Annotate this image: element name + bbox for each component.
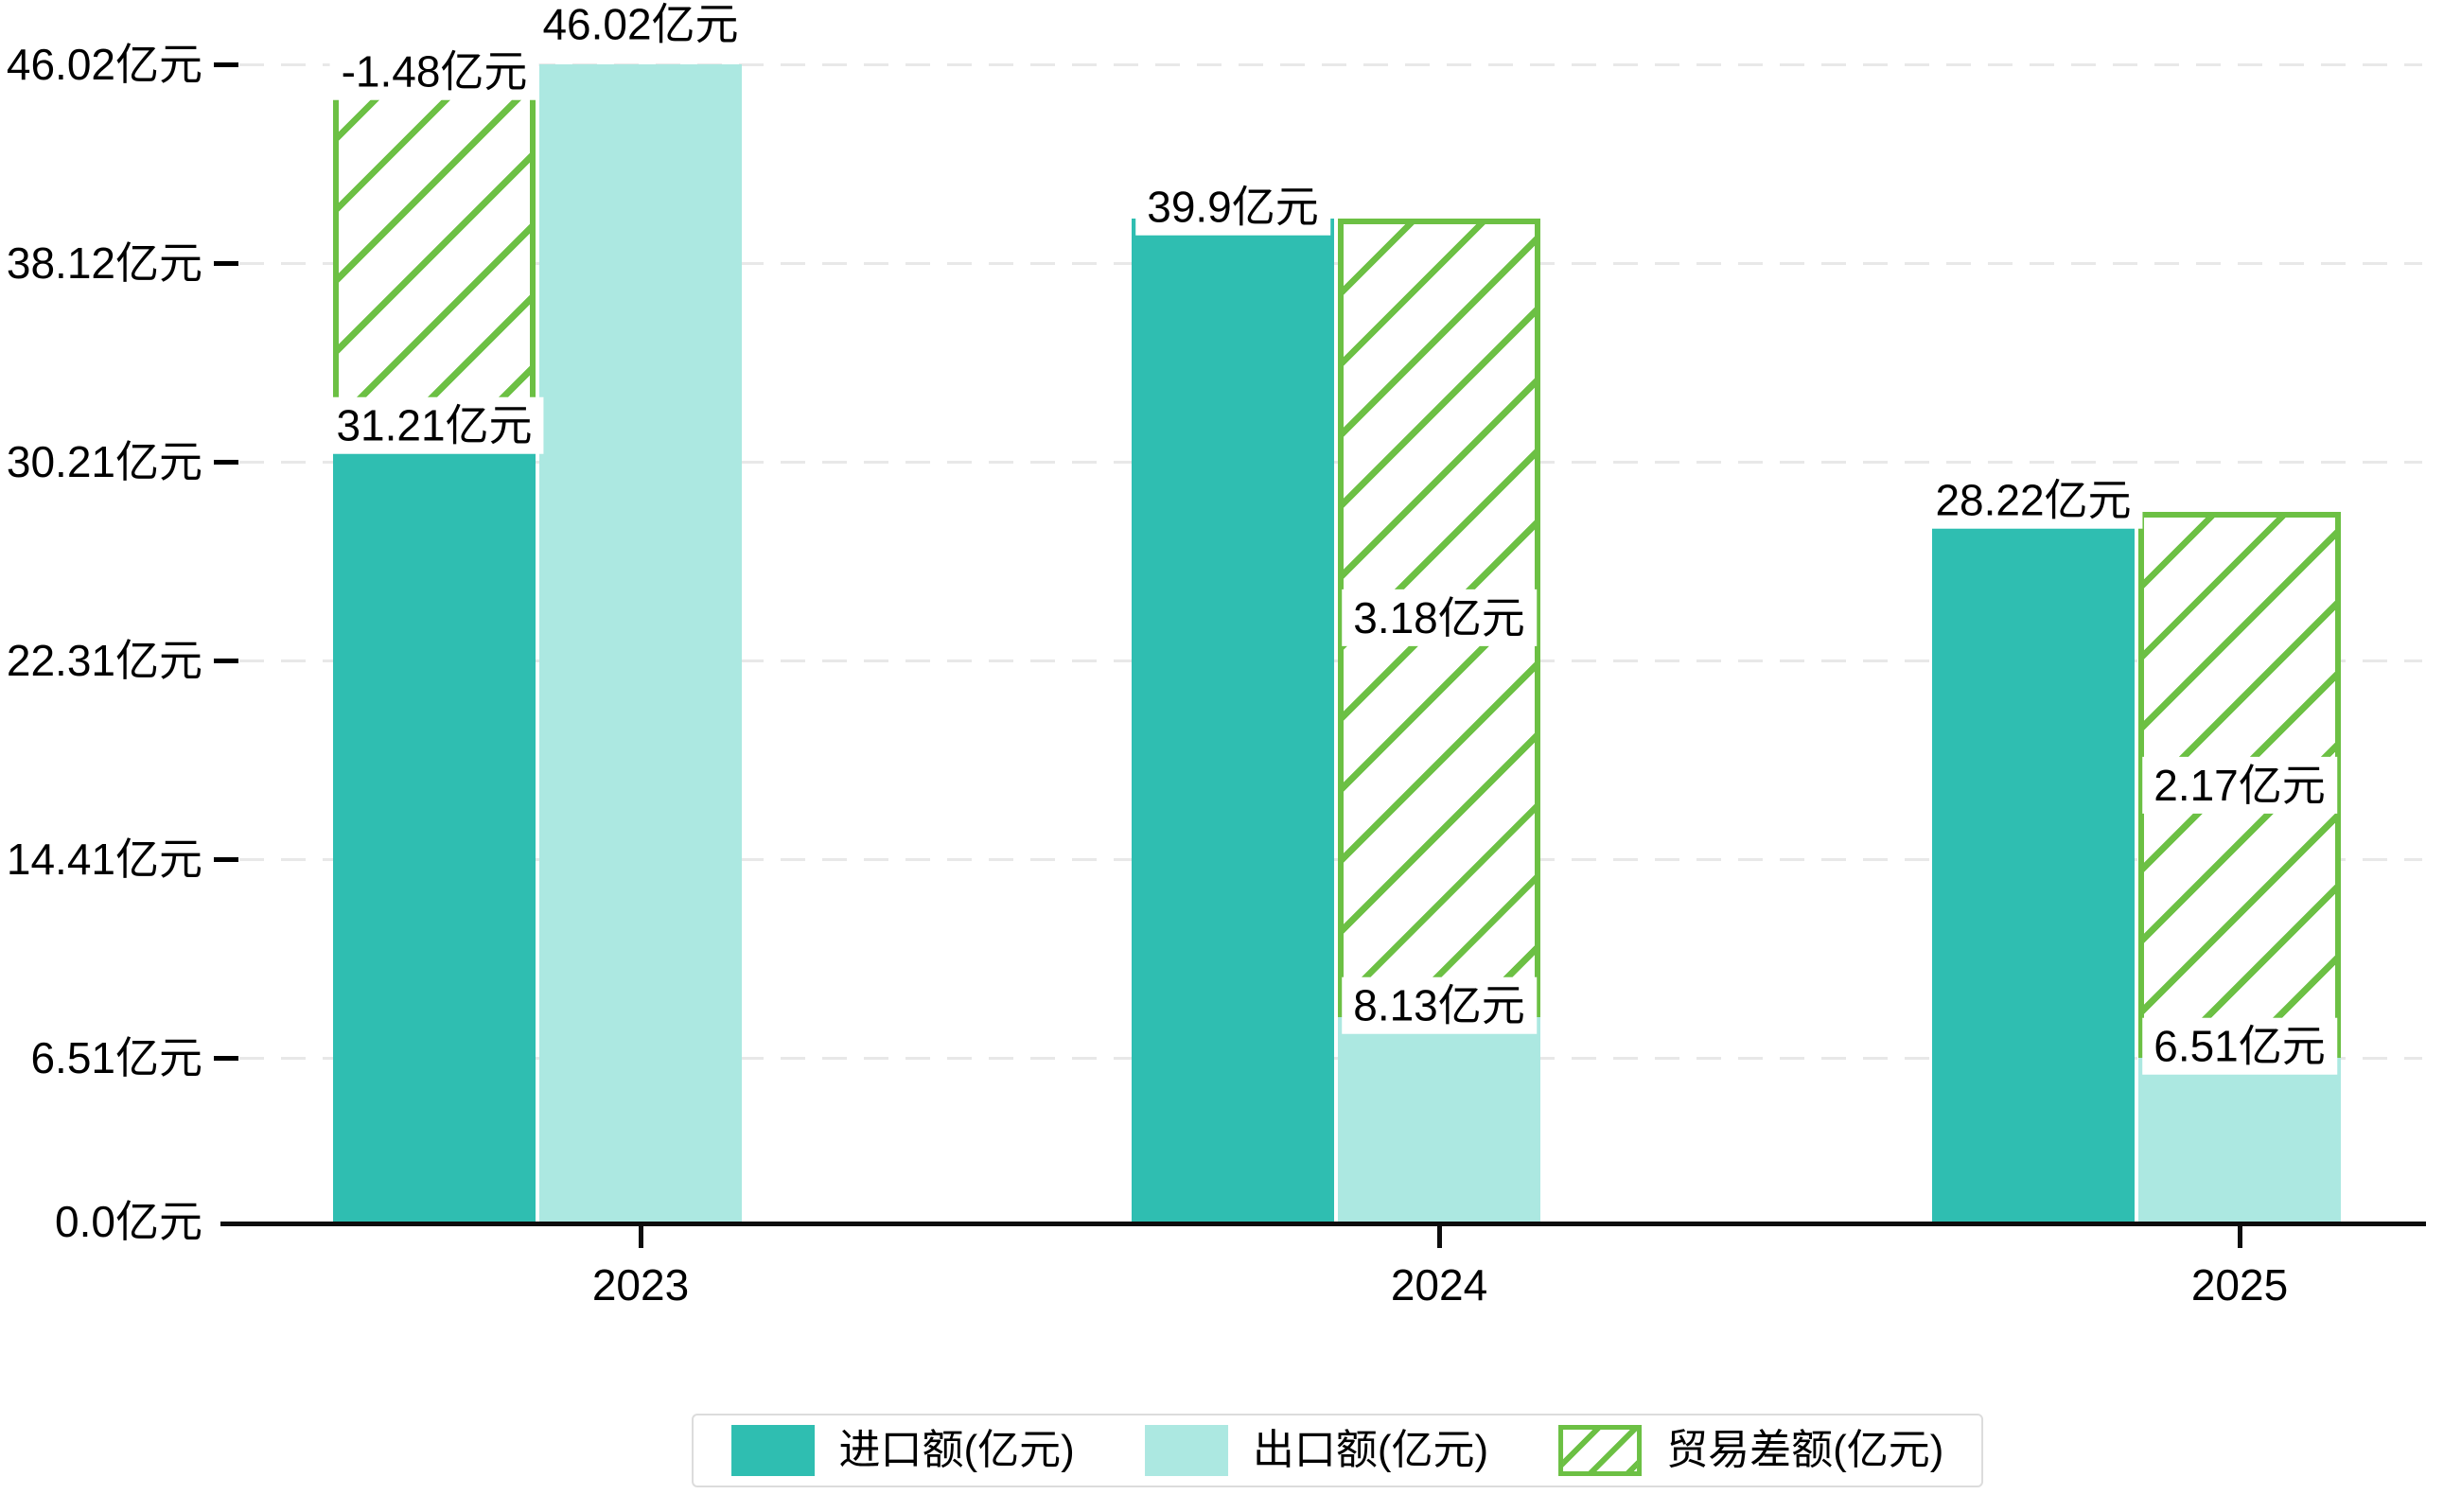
y-axis-tick-3 <box>214 659 238 664</box>
y-axis-label-6: 46.02亿元 <box>6 39 202 89</box>
bar-export-2024[interactable] <box>1338 1016 1540 1222</box>
x-axis-label-2023: 2023 <box>591 1260 690 1310</box>
bar-import-2023[interactable] <box>333 436 536 1222</box>
label-balance-2024: 3.18亿元 <box>1342 589 1537 646</box>
legend-swatch-balance-hatch-icon <box>1558 1425 1643 1476</box>
bar-import-2024[interactable] <box>1132 218 1334 1222</box>
legend-label-balance: 贸易差额(亿元) <box>1666 1427 1944 1473</box>
label-import-2025: 28.22亿元 <box>1924 471 2143 530</box>
legend-item-import[interactable]: 进口额(亿元) <box>730 1425 1075 1476</box>
bar-import-2025[interactable] <box>1932 512 2135 1222</box>
y-axis-tick-4 <box>214 460 238 466</box>
x-axis-tickmark-2023 <box>639 1226 643 1248</box>
bar-balance-2023[interactable] <box>333 63 536 437</box>
y-axis-tick-2 <box>214 857 238 863</box>
x-axis-label-2024: 2024 <box>1390 1260 1488 1310</box>
y-axis-tick-6 <box>214 62 238 67</box>
label-import-2023: 31.21亿元 <box>325 396 544 454</box>
legend-label-import: 进口额(亿元) <box>838 1427 1075 1473</box>
gridline-46.02亿元 <box>239 62 2422 66</box>
label-export-2025: 6.51亿元 <box>2142 1017 2337 1075</box>
legend-swatch-import-icon <box>730 1425 815 1476</box>
y-axis-label-3: 22.31亿元 <box>6 636 202 686</box>
label-balance-2025: 2.17亿元 <box>2142 756 2337 814</box>
x-axis-line <box>220 1222 2426 1226</box>
y-axis-label-0: 0.0亿元 <box>55 1197 202 1246</box>
bar-export-2025[interactable] <box>2138 1057 2341 1222</box>
label-balance-2023: -1.48亿元 <box>329 43 539 100</box>
y-axis-label-5: 38.12亿元 <box>6 237 202 288</box>
chart-legend: 进口额(亿元) 出口额(亿元) 贸易差额(亿元) <box>691 1414 1984 1487</box>
y-axis-label-4: 30.21亿元 <box>6 437 202 487</box>
legend-item-balance[interactable]: 贸易差额(亿元) <box>1558 1425 1943 1476</box>
y-axis-tick-5 <box>214 260 238 266</box>
label-import-2024: 39.9亿元 <box>1135 178 1330 236</box>
y-axis-label-2: 14.41亿元 <box>6 835 202 885</box>
legend-label-export: 出口额(亿元) <box>1252 1427 1489 1473</box>
label-export-2024: 8.13亿元 <box>1342 976 1537 1034</box>
label-export-2023: 46.02亿元 <box>531 0 750 53</box>
x-axis-label-2025: 2025 <box>2190 1260 2289 1310</box>
x-axis-tickmark-2025 <box>2238 1226 2242 1248</box>
y-axis-label-1: 6.51亿元 <box>30 1032 202 1082</box>
y-axis-tick-1 <box>214 1055 238 1061</box>
legend-item-export[interactable]: 出口额(亿元) <box>1144 1425 1489 1476</box>
x-axis-tickmark-2024 <box>1437 1226 1442 1248</box>
bar-export-2023[interactable] <box>539 63 742 1222</box>
legend-swatch-export-icon <box>1144 1425 1228 1476</box>
